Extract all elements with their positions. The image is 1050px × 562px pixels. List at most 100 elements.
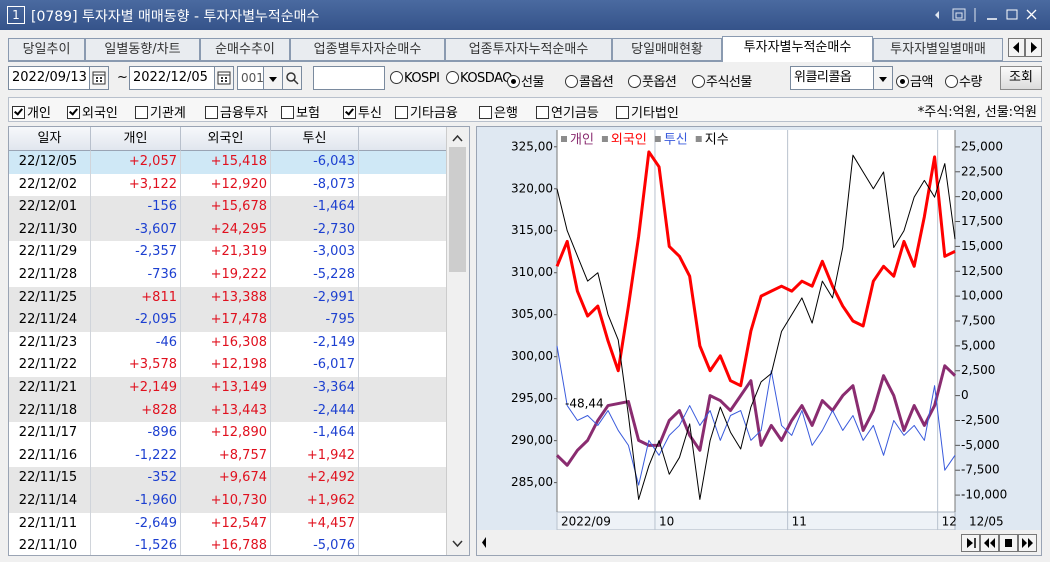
filter-option[interactable]: 은행 xyxy=(479,102,518,121)
table-row xyxy=(9,196,446,219)
table-cell: -896 xyxy=(91,422,181,445)
checkbox xyxy=(536,106,549,119)
table-cell: -2,649 xyxy=(91,512,181,536)
market-option[interactable]: 풋옵션 xyxy=(628,71,677,90)
table-cell: 22/11/10 xyxy=(9,535,91,555)
filter-option[interactable]: 보험 xyxy=(281,102,320,121)
product-dropdown[interactable] xyxy=(873,66,893,90)
table-cell: +15,678 xyxy=(181,196,271,219)
calendar-button[interactable] xyxy=(214,66,234,90)
table-cell: 22/11/14 xyxy=(9,490,91,513)
filter-option[interactable]: 개인 xyxy=(12,102,51,121)
table-cell: -795 xyxy=(271,309,359,332)
filter-label: 외국인 xyxy=(82,106,118,121)
y2-tick-label: 2,500 xyxy=(961,363,995,377)
check-mark xyxy=(69,106,78,116)
filter-option[interactable]: 연기금등 xyxy=(536,102,599,121)
table-cell: +15,418 xyxy=(181,151,271,174)
market-option[interactable]: 선물 xyxy=(507,71,544,90)
unit-option[interactable]: 수량 xyxy=(945,71,982,90)
end-date[interactable]: 2022/12/05 xyxy=(129,66,215,90)
scroll-left[interactable] xyxy=(482,537,486,548)
search-button[interactable] xyxy=(282,66,302,90)
legend-label: 투신 xyxy=(664,133,688,148)
market-option[interactable]: 콜옵션 xyxy=(565,71,614,90)
calendar-button[interactable] xyxy=(89,66,109,90)
filter-option[interactable]: 금융투자 xyxy=(205,102,268,121)
tab[interactable]: 투자자별일별매매 xyxy=(873,38,1003,61)
filter-label: 보험 xyxy=(296,106,320,121)
code-name[interactable] xyxy=(313,66,385,90)
unit-option[interactable]: 금액 xyxy=(896,71,933,90)
chart-nav-buttons[interactable] xyxy=(961,534,1037,552)
tab[interactable]: 업종별투자자순매수 xyxy=(290,38,445,61)
table-cell: 22/12/02 xyxy=(9,173,91,197)
table-cell: +2,057 xyxy=(91,151,181,174)
start-date[interactable]: 2022/09/13 xyxy=(8,66,90,90)
y2-tick-label: -5,000 xyxy=(961,438,1000,452)
tab[interactable]: 당일매매현황 xyxy=(612,38,722,61)
tab[interactable]: 일별동향/차트 xyxy=(85,38,200,61)
market-option[interactable]: KOSPI xyxy=(390,71,440,86)
scroll-thumb[interactable] xyxy=(449,147,466,272)
checkbox xyxy=(67,106,80,119)
table-cell: -6,043 xyxy=(271,151,359,174)
y2-tick-label: 20,000 xyxy=(961,189,1003,203)
tab[interactable]: 순매수추이 xyxy=(200,38,290,61)
filter-option[interactable]: 외국인 xyxy=(67,102,118,121)
market-option[interactable]: 주식선물 xyxy=(692,71,752,90)
query-button[interactable]: 조회 xyxy=(1000,66,1042,90)
table-row xyxy=(9,399,446,423)
chart: 2022/09 10 11 12 12/05 325,00 320,00 315,00 310,… xyxy=(477,130,1041,555)
legend-swatch xyxy=(561,136,567,142)
radio xyxy=(507,75,520,88)
table-row xyxy=(9,535,446,555)
table-cell: -1,960 xyxy=(91,490,181,513)
code-box[interactable]: 001 xyxy=(237,66,264,90)
table-cell: -352 xyxy=(91,467,181,490)
table-cell: -46 xyxy=(91,331,181,355)
checkbox xyxy=(281,106,294,119)
table-cell: 22/11/24 xyxy=(9,309,91,332)
legend-label: 외국인 xyxy=(611,133,647,148)
table-cell: -2,149 xyxy=(271,331,359,355)
table-cell: 22/11/15 xyxy=(9,467,91,490)
scroll-arrows[interactable] xyxy=(446,127,469,555)
table-row xyxy=(9,354,446,377)
filter-label: 기타법인 xyxy=(631,106,679,121)
radio-dot xyxy=(900,79,905,84)
code-dropdown[interactable] xyxy=(263,66,283,90)
y-tick-label: 315,00 xyxy=(511,223,553,237)
table-cell: -2,730 xyxy=(271,218,359,242)
filter-label: 은행 xyxy=(494,106,518,121)
filter-option[interactable]: 기타금융 xyxy=(395,102,458,121)
table-row xyxy=(9,377,446,400)
radio xyxy=(896,75,909,88)
product-select[interactable]: 위클리콜옵 xyxy=(790,66,874,90)
filter-option[interactable]: 투신 xyxy=(343,102,382,121)
tab[interactable]: 투자자별누적순매수 xyxy=(722,36,873,62)
window-title: [0789] 투자자별 매매동향 - 투자자별누적순매수 xyxy=(31,9,320,25)
title-bar: 1 [0789] 투자자별 매매동향 - 투자자별누적순매수 xyxy=(0,0,1050,30)
column-header: 일자 xyxy=(9,127,91,151)
tab-scroll[interactable] xyxy=(1008,38,1042,58)
y-tick-label: 285,00 xyxy=(511,475,553,489)
filter-option[interactable]: 기관계 xyxy=(135,102,186,121)
y2-tick-label: 22,500 xyxy=(961,164,1003,178)
radio xyxy=(390,71,403,84)
series-line xyxy=(556,345,956,486)
y2-tick-label: 25,000 xyxy=(961,139,1003,153)
table-cell: -2,991 xyxy=(271,286,359,310)
table-cell: -2,444 xyxy=(271,399,359,423)
table-cell: -3,003 xyxy=(271,241,359,264)
filter-option[interactable]: 기타법인 xyxy=(616,102,679,121)
table-cell: -5,228 xyxy=(271,264,359,287)
y2-tick-label: 5,000 xyxy=(961,338,995,352)
tab[interactable]: 당일추이 xyxy=(8,38,85,61)
market-option[interactable]: KOSDAQ xyxy=(446,71,512,86)
check-mark xyxy=(345,106,354,116)
window-buttons[interactable] xyxy=(925,6,1045,24)
tab[interactable]: 업종투자자누적순매수 xyxy=(445,38,612,61)
chart-scrollbar[interactable] xyxy=(477,530,1041,555)
column-header: 개인 xyxy=(91,127,181,151)
